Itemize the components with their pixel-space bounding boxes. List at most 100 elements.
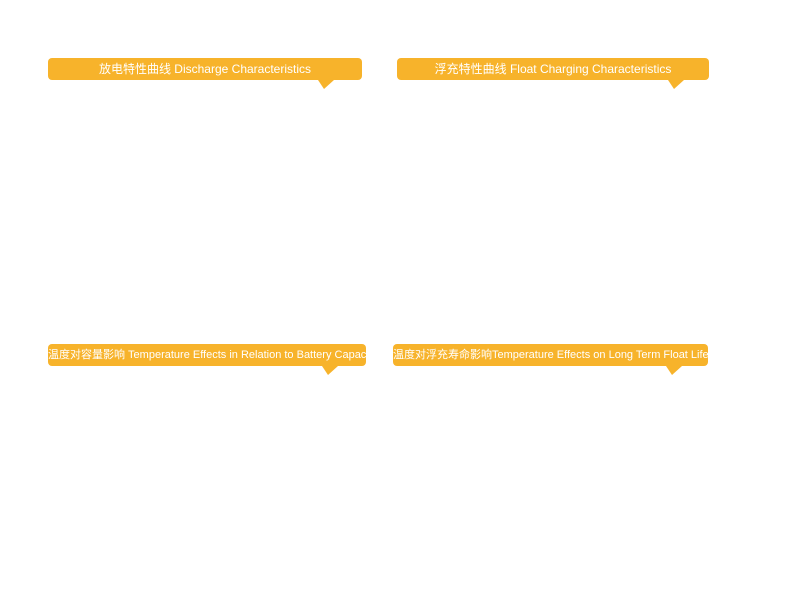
float-xtick-label: 8	[502, 244, 505, 250]
discharge-xtick-label: 8	[305, 234, 308, 240]
discharge-xtick-label: 6	[295, 234, 298, 240]
life-ytick-label: 6.0	[430, 491, 439, 497]
discharge-yheader: Battery	[74, 98, 87, 103]
capacity-curve-extension	[279, 418, 300, 421]
capacity-series-label: 0.25CA	[301, 438, 325, 445]
capacity-plot-area	[93, 402, 301, 541]
panel-life	[395, 372, 711, 580]
capacity-curve-extension	[279, 424, 300, 427]
capacity-series-label: 0.1CA	[301, 416, 321, 423]
float-note: 0.1CA-2.25V/cell 温度 Temperature25°C	[555, 104, 663, 112]
life-xlabel: 温度 Battery Temperture(°C)	[495, 561, 608, 572]
capacity-xtick-label: -20	[130, 546, 141, 555]
float-curve-voltage-after100	[467, 165, 631, 208]
capacity-series-label: 0.17CA	[301, 422, 325, 429]
volume-tick-label: 0	[427, 238, 430, 243]
float-curve-volume-after100	[467, 146, 631, 241]
discharge-yheader: (V)	[77, 103, 83, 108]
banner-tail	[668, 80, 684, 89]
life-ylabel: 浮充寿命 Float Life (year)	[401, 417, 412, 519]
life-ytick-label: 4.0	[430, 506, 439, 512]
volume-axis-title: 充电量	[423, 86, 437, 93]
float-xtick-label: 40	[641, 244, 647, 250]
capacity-ytick-label: 60	[81, 468, 89, 477]
discharge-rate-label: 0.1C	[312, 169, 324, 175]
annotation-charge-voltage: 充电电压 Charge Voltage	[573, 159, 629, 166]
life-xtick-label: 30	[548, 541, 556, 548]
discharge-rate-label: 0.2C	[280, 174, 292, 180]
volume-tick-label: 60	[425, 184, 431, 189]
panel-discharge	[48, 88, 362, 288]
current-axis-title: (XCA)	[452, 105, 465, 110]
float-plot-area	[467, 112, 665, 241]
float-xtick-label: 32	[606, 244, 612, 250]
banner-float: 浮充特性曲线 Float Charging Characteristics	[397, 58, 709, 80]
current-tick-label: 0.05	[448, 216, 457, 221]
capacity-ytick-label: 80	[81, 445, 89, 454]
current-tick-label: 0.15	[448, 171, 457, 176]
float-curve-current-after50	[467, 195, 631, 240]
voltage-tick-label: 2.50	[678, 135, 687, 140]
discharge-rate-label: 0.6C	[233, 179, 245, 185]
life-xtick-label: 35	[585, 541, 593, 548]
discharge-xtick-label: 20	[335, 234, 341, 240]
float-curve-volume-after50	[467, 144, 631, 196]
volume-tick-label: 20	[425, 220, 431, 225]
discharge-rate-label: 0.05C	[335, 168, 350, 174]
float-xtick-label: 12	[518, 244, 524, 250]
volume-axis-title: %	[428, 105, 432, 110]
capacity-xtick-label: 50	[275, 546, 283, 555]
end-voltage-line	[211, 163, 338, 185]
life-xtick-label: 45	[658, 541, 666, 548]
capacity-xtick-label: 60	[296, 546, 304, 555]
volume-axis-title: Charge	[423, 93, 438, 98]
float-xlabel: 充电时间 Charging Time(hours)	[490, 265, 616, 276]
legend-after100: After 100% 放电后 Discharge	[580, 203, 645, 210]
float-xtick-label: 24	[570, 244, 576, 250]
discharge-ytick-label: 1.70	[81, 173, 91, 179]
capacity-xtick-label: 20	[213, 546, 221, 555]
volume-axis-title: Volume	[422, 99, 438, 104]
float-xtick-label: 28	[588, 244, 594, 250]
discharge-curve-0.1C	[94, 117, 315, 166]
life-ytick-label: 18.0	[426, 399, 438, 405]
discharge-xtick-label: 1	[94, 234, 97, 240]
current-tick-label: 0	[454, 238, 457, 243]
discharge-xtick-label: 4	[281, 234, 284, 240]
discharge-ytick-label: 1.85	[81, 152, 91, 158]
banner-capacity: 温度对容量影响 Temperature Effects in Relation …	[48, 344, 366, 366]
life-ytick-label: 2.0	[430, 521, 439, 527]
discharge-min-label: Min	[158, 245, 166, 251]
capacity-xtick-label: 10	[193, 546, 201, 555]
annotation-charging-current: 充电电流 Charging Current	[568, 230, 628, 237]
banner-life: 温度对浮充寿命影响Temperature Effects on Long Ter…	[393, 344, 708, 366]
discharge-xtick-label: 40	[218, 234, 224, 240]
capacity-ytick-label: 100	[76, 422, 89, 431]
discharge-xtick-label: 2	[257, 234, 260, 240]
discharge-curve-1C	[94, 124, 212, 185]
life-xtick-label: 20	[476, 541, 484, 548]
discharge-h-label: H	[295, 245, 299, 251]
discharge-ylabel: 电压 Terminal Voltage(V)	[55, 128, 65, 216]
voltage-tick-label: 1.83	[678, 217, 687, 222]
banner-tail	[322, 366, 338, 375]
capacity-ytick-label: 120	[76, 399, 89, 408]
voltage-tick-label: 2.33	[678, 156, 687, 161]
banner-discharge: 放电特性曲线 Discharge Characteristics	[48, 58, 362, 80]
life-xtick-label: 40	[621, 541, 629, 548]
float-xtick-label: 4	[484, 244, 487, 250]
life-xtick-label: 25	[512, 541, 520, 548]
panel-float	[395, 88, 711, 288]
current-axis-title: Charging	[449, 93, 468, 98]
capacity-xtick-label: 40	[255, 546, 263, 555]
float-xtick-label: 16	[535, 244, 541, 250]
capacity-xtick-label: 30	[234, 546, 242, 555]
current-tick-label: 0.20	[448, 148, 457, 153]
voltage-axis-title: Charging	[668, 93, 687, 98]
capacity-curve-0.1CA	[134, 419, 280, 464]
banner-tail	[318, 80, 334, 89]
legend-after50: After 50% 放电后 Discharge	[580, 188, 642, 195]
life-x-unit: °C	[696, 541, 705, 550]
panel-capacity	[48, 372, 366, 580]
time-unit-bracket	[94, 244, 351, 250]
